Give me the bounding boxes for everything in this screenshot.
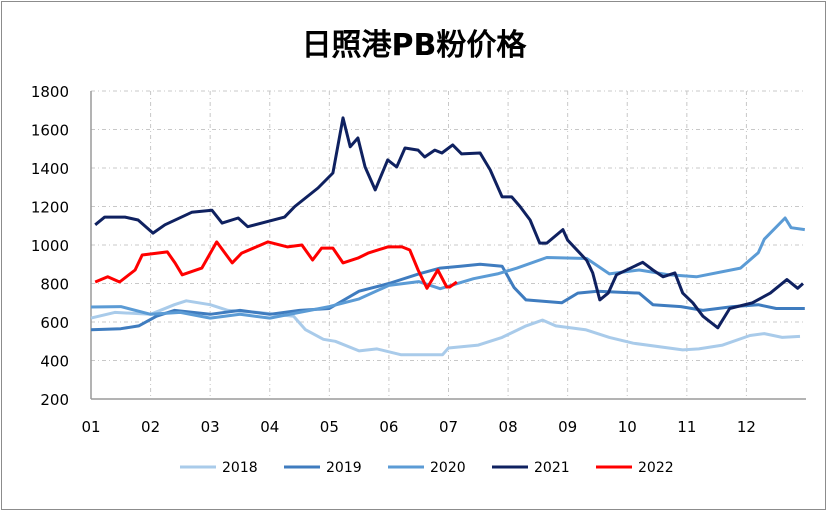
y-tick-label: 200 (40, 391, 69, 409)
x-tick-label: 04 (260, 418, 279, 436)
legend-label-2019: 2019 (326, 460, 362, 476)
x-tick-label: 10 (618, 418, 637, 436)
x-tick-label: 11 (677, 418, 696, 436)
x-tick-label: 06 (379, 418, 398, 436)
y-tick-label: 600 (40, 314, 69, 332)
x-tick-label: 09 (558, 418, 577, 436)
legend-label-2021: 2021 (534, 460, 570, 476)
y-tick-label: 1200 (31, 199, 69, 217)
x-tick-label: 12 (737, 418, 756, 436)
y-tick-label: 800 (40, 276, 69, 294)
axes: 200 400 600 800 1000 1200 1400 1600 1800 01 02 03 04… (31, 83, 806, 436)
y-tick-label: 1600 (31, 122, 69, 140)
legend-label-2018: 2018 (222, 460, 258, 476)
x-tick-label: 03 (201, 418, 220, 436)
legend-label-2020: 2020 (430, 460, 466, 476)
x-tick-label: 01 (81, 418, 100, 436)
series-line-2020 (90, 216, 806, 320)
legend-label-2022: 2022 (638, 460, 674, 476)
x-tick-label: 02 (141, 418, 160, 436)
y-tick-label: 1000 (31, 237, 69, 255)
series-line-2018 (90, 299, 801, 357)
x-tick-label: 05 (320, 418, 339, 436)
series-line-2019 (90, 262, 805, 332)
x-tick-label: 08 (499, 418, 518, 436)
chart-title: 日照港PB粉价格 (302, 28, 528, 63)
legend: 2018 2019 2020 2021 2022 (180, 460, 674, 476)
y-tick-label: 1800 (31, 83, 69, 101)
gridlines (91, 90, 806, 399)
x-tick-label: 07 (439, 418, 458, 436)
series-line-2022 (94, 240, 458, 290)
series-line-2021 (94, 116, 805, 330)
y-tick-label: 400 (40, 353, 69, 371)
series-lines (90, 116, 806, 357)
y-tick-label: 1400 (31, 160, 69, 178)
